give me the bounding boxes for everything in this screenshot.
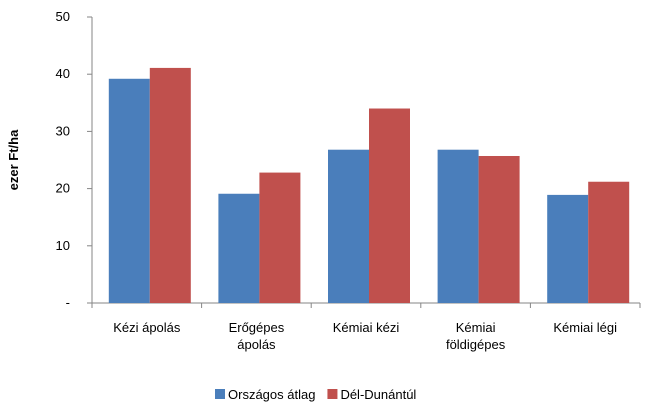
bar [588,181,630,303]
bar [547,194,589,303]
y-tick-label: - [66,295,70,310]
x-tick-label: Kémiai légi [553,320,617,335]
y-tick-label: 20 [56,181,70,196]
bar [369,108,410,304]
y-tick-label: 10 [56,238,70,253]
bar [218,193,260,303]
y-tick-label: 50 [56,9,70,24]
x-tick-label: Kémiai földigépes [445,320,506,352]
x-tick-label: Kémiai kézi [332,320,400,335]
bar [108,78,150,303]
bar [328,149,369,303]
bar [149,67,191,304]
legend-swatch [327,389,338,399]
y-tick-label: 40 [56,66,70,81]
x-tick-label: Erőgépes ápolás [228,320,285,352]
bar [259,172,301,303]
legend-swatch [215,389,225,399]
bar [478,155,520,303]
y-tick-label: 30 [56,123,70,138]
x-tick-label: Kézi ápolás [113,320,181,335]
y-axis-label: ezer Ft/ha [6,129,21,190]
bar [437,149,479,303]
legend-label: Dél-Dunántúl [340,387,416,402]
legend-label: Országos átlag [228,387,315,402]
